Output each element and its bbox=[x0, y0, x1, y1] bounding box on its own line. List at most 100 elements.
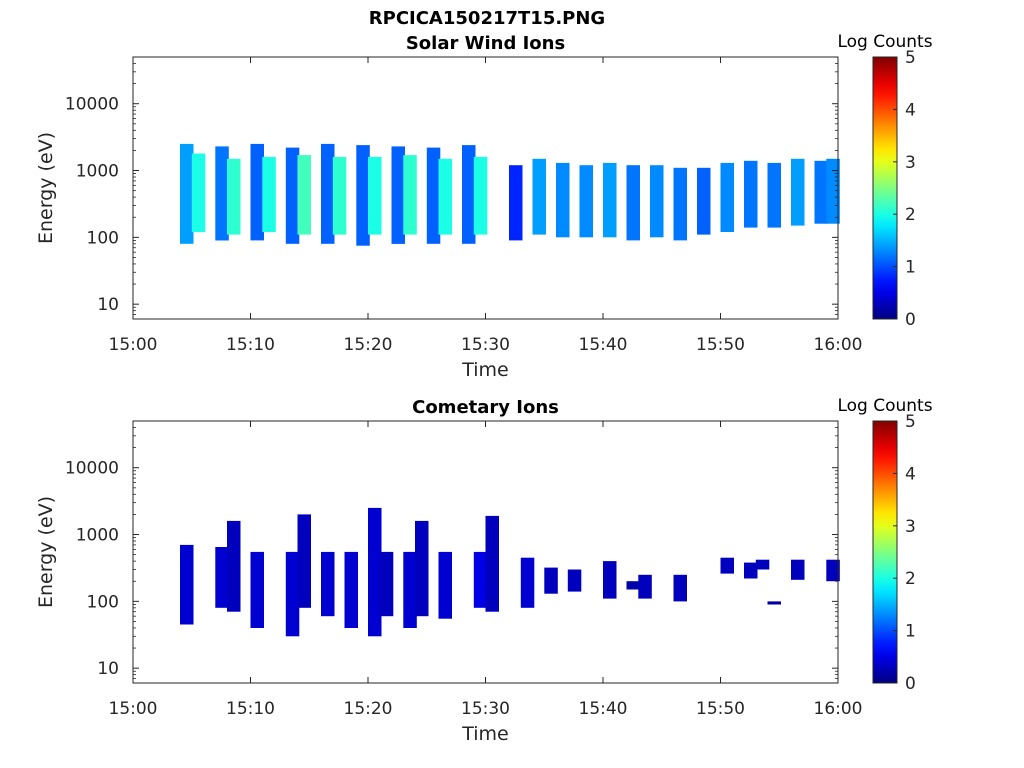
panel-2-y-tick-label-1: 10 bbox=[97, 659, 119, 679]
panel-2-data-cell-2 bbox=[215, 547, 229, 608]
panel-1-colorbar-tick-label-5: 4 bbox=[905, 100, 916, 120]
panel-2-colorbar-tick-label-6: 5 bbox=[905, 412, 916, 432]
panel-1-data-cell-8 bbox=[297, 155, 311, 235]
panel-1-x-tick-label-3: 15:20 bbox=[344, 335, 393, 355]
panel-2-data-cell-7 bbox=[321, 551, 335, 617]
panel-1-data-cell-23 bbox=[603, 162, 617, 238]
panel-1-data-cell-19 bbox=[509, 165, 523, 241]
panel-2-data-cell-10 bbox=[379, 551, 394, 617]
panel-2-colorbar bbox=[873, 421, 897, 683]
panel-1-data-cell-6 bbox=[262, 156, 276, 233]
panel-1-title: Solar Wind Ions bbox=[406, 33, 565, 54]
panel-1-data-cell-32 bbox=[814, 160, 828, 224]
panel-1-data-cell-11 bbox=[356, 145, 370, 246]
panel-2-colorbar-tick-label-5: 4 bbox=[905, 464, 916, 484]
panel-2-data-cell-11 bbox=[403, 551, 417, 628]
panel-2-data-cell-28 bbox=[826, 559, 840, 582]
panel-1-data-cell-13 bbox=[391, 146, 405, 244]
panel-1-colorbar-label: Log Counts bbox=[837, 32, 932, 52]
panel-2-x-tick-label-4: 15:30 bbox=[461, 699, 510, 719]
panel-2-data-cell-12 bbox=[415, 520, 429, 617]
panel-1-data-cell-33 bbox=[826, 158, 840, 224]
panel-2-data-cell-3 bbox=[227, 520, 241, 612]
panel-1-data-cell-15 bbox=[426, 147, 441, 244]
panel-1-data-cell-1 bbox=[180, 143, 194, 244]
panel-1-x-tick-label-1: 15:00 bbox=[109, 335, 158, 355]
panel-2-colorbar-tick-label-3: 2 bbox=[905, 569, 916, 589]
panel-2-data-cell-15 bbox=[485, 515, 499, 612]
panel-1-y-tick-label-3: 1000 bbox=[76, 162, 119, 182]
panel-2-data-cell-17 bbox=[544, 567, 558, 594]
panel-1-y-tick-label-4: 10000 bbox=[65, 95, 119, 115]
panel-2-data-cell-19 bbox=[603, 561, 617, 599]
panel-2-data-cell-16 bbox=[520, 557, 535, 608]
panel-1-colorbar-tick-label-3: 2 bbox=[905, 205, 916, 225]
panel-2-data-cell-22 bbox=[673, 574, 687, 602]
panel-1-data-cell-2 bbox=[191, 153, 206, 233]
panel-1-x-axis-label: Time bbox=[461, 359, 509, 381]
panel-2-colorbar-tick-label-1: 0 bbox=[905, 674, 916, 694]
panel-2-x-tick-label-3: 15:20 bbox=[344, 699, 393, 719]
panel-1-colorbar-tick-label-4: 3 bbox=[905, 153, 916, 173]
panel-1-data-cell-21 bbox=[556, 162, 570, 238]
panel-1-x-tick-label-7: 16:00 bbox=[814, 335, 863, 355]
panel-1-colorbar bbox=[873, 57, 897, 319]
panel-2-data-cell-5 bbox=[285, 551, 300, 637]
panel-1-data-cell-7 bbox=[285, 147, 300, 244]
panel-1-x-tick-label-4: 15:30 bbox=[461, 335, 510, 355]
panel-2-y-tick-label-4: 10000 bbox=[65, 459, 119, 479]
panel-1-data-cell-20 bbox=[532, 158, 546, 235]
panel-2-data-cell-14 bbox=[473, 551, 488, 608]
panel-1-y-tick-label-2: 100 bbox=[87, 228, 119, 248]
panel-2-x-axis-label: Time bbox=[461, 723, 509, 745]
panel-1-data-cell-26 bbox=[673, 167, 687, 241]
panel-2-data-cell-26 bbox=[767, 601, 781, 605]
panel-2-title: Cometary Ions bbox=[412, 397, 559, 418]
panel-2-data-cell-23 bbox=[720, 557, 734, 574]
figure-title: RPCICA150217T15.PNG bbox=[368, 8, 606, 29]
panel-1-data-cell-14 bbox=[403, 155, 417, 235]
panel-1-data-cell-31 bbox=[791, 158, 805, 226]
panel-2-x-tick-label-1: 15:00 bbox=[109, 699, 158, 719]
panel-2-data-cell-9 bbox=[368, 507, 382, 637]
panel-1-data-cell-28 bbox=[720, 162, 734, 232]
panel-1-data-cell-30 bbox=[767, 162, 781, 228]
panel-1-data-cell-9 bbox=[321, 143, 335, 244]
panel-2-data-cell-20 bbox=[626, 581, 640, 590]
panel-2-y-tick-label-3: 1000 bbox=[76, 526, 119, 546]
panel-1-data-cell-17 bbox=[462, 145, 476, 244]
panel-2-colorbar-tick-label-2: 1 bbox=[905, 622, 916, 642]
panel-2-data-cell-18 bbox=[567, 569, 582, 592]
panel-1-data-cell-24 bbox=[626, 165, 640, 241]
panel-2-colorbar-tick-label-4: 3 bbox=[905, 517, 916, 537]
panel-2-data-cell-1 bbox=[180, 544, 194, 625]
panel-1-colorbar-frame bbox=[872, 56, 898, 320]
panel-2-data-cell-24 bbox=[744, 562, 758, 579]
panel-1-data-cell-4 bbox=[227, 158, 241, 235]
panel-2-y-axis-label: Energy (eV) bbox=[35, 496, 57, 608]
panel-2-data-cell-21 bbox=[638, 574, 652, 599]
panel-1-colorbar-tick-label-2: 1 bbox=[905, 258, 916, 278]
panel-2-data-cell-25 bbox=[755, 559, 770, 570]
panel-2-x-tick-label-7: 16:00 bbox=[814, 699, 863, 719]
panel-1-y-tick-label-1: 10 bbox=[97, 295, 119, 315]
panel-1-data-cell-10 bbox=[332, 156, 347, 235]
panel-1-colorbar-tick-label-1: 0 bbox=[905, 310, 916, 330]
panel-1-data-cell-25 bbox=[650, 165, 664, 238]
panel-1-x-tick-label-2: 15:10 bbox=[226, 335, 275, 355]
panel-1-data-cell-5 bbox=[250, 143, 264, 241]
panel-1-data-cell-12 bbox=[368, 156, 382, 235]
panel-1-data-cell-27 bbox=[697, 167, 711, 235]
panel-2-data-cell-4 bbox=[250, 551, 264, 628]
panel-1-data-cell-29 bbox=[744, 160, 758, 228]
panel-1-data-cell-16 bbox=[438, 158, 452, 235]
panel-2-colorbar-label: Log Counts bbox=[837, 396, 932, 416]
panel-2-y-tick-label-2: 100 bbox=[87, 592, 119, 612]
panel-1-data-cell-3 bbox=[215, 146, 229, 241]
panel-1-x-tick-label-6: 15:50 bbox=[696, 335, 745, 355]
panel-1-x-tick-label-5: 15:40 bbox=[579, 335, 628, 355]
panel-1-data-cell-22 bbox=[579, 165, 593, 238]
panel-2-data-cell-8 bbox=[344, 551, 358, 628]
